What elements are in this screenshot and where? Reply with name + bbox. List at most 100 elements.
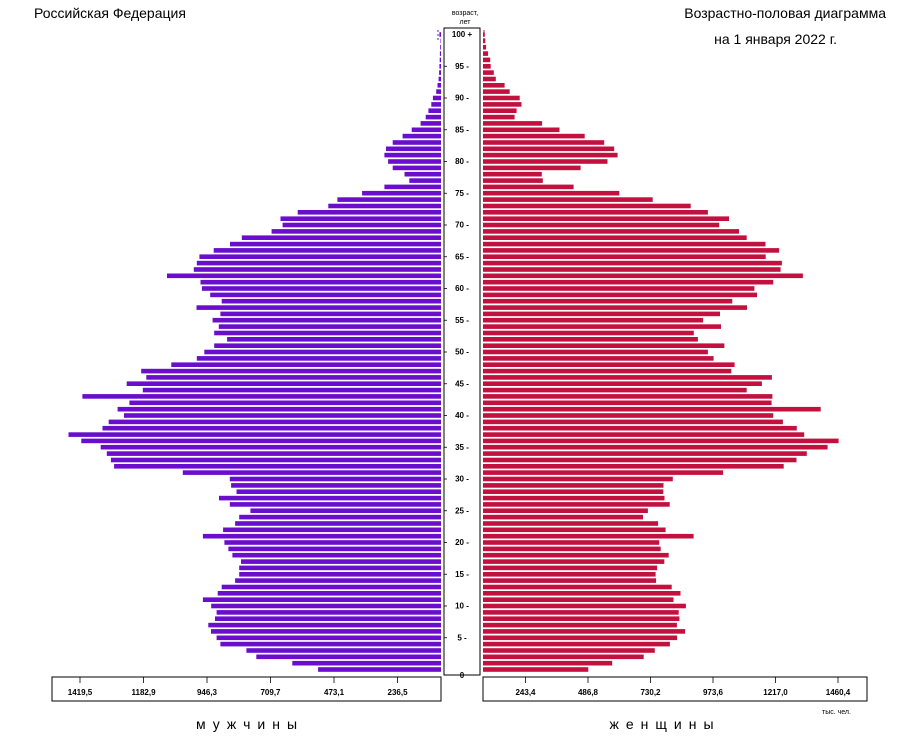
male-bar — [404, 171, 441, 177]
female-bar — [483, 171, 542, 177]
male-bar — [215, 616, 441, 621]
male-bar — [439, 57, 441, 63]
unit-label: тыс. чел. — [822, 709, 851, 716]
female-bar — [483, 317, 704, 323]
female-bar — [483, 457, 797, 463]
female-bar — [483, 337, 698, 342]
female-bar — [483, 508, 648, 513]
female-bar — [483, 273, 803, 279]
female-bar — [483, 210, 708, 215]
age-tick-label: 100 + — [452, 30, 473, 39]
age-tick-label: 80 - — [455, 157, 469, 166]
male-x-tick-label: 1182,9 — [131, 688, 156, 697]
male-bar — [271, 229, 441, 234]
male-bar — [388, 159, 441, 164]
age-tick-label: 50 - — [455, 348, 469, 357]
male-x-tick-label: 709,7 — [260, 688, 281, 697]
female-bar — [483, 584, 672, 590]
female-bar — [483, 425, 797, 431]
female-bar — [483, 51, 489, 56]
female-bar — [483, 610, 679, 615]
male-bar — [229, 502, 441, 507]
male-bar — [235, 578, 441, 583]
chart-frame — [443, 27, 481, 676]
female-bar — [483, 38, 486, 44]
male-bar — [100, 444, 441, 450]
female-bar — [483, 444, 828, 450]
female-bar — [483, 190, 620, 196]
male-bar — [196, 305, 441, 310]
male-bar — [216, 635, 441, 641]
male-bar — [201, 286, 441, 291]
female-bar — [483, 546, 661, 552]
male-bar — [129, 400, 441, 406]
female-bar — [483, 70, 494, 75]
male-bar — [217, 591, 441, 596]
female-bar — [483, 464, 784, 469]
female-bar — [483, 184, 574, 190]
female-bar — [483, 311, 720, 317]
female-label: женщины — [609, 716, 721, 732]
male-bar — [230, 241, 441, 247]
female-bar — [483, 95, 520, 101]
male-bar — [142, 387, 442, 393]
female-bar — [483, 229, 739, 234]
male-bar — [439, 32, 441, 37]
male-bar — [221, 584, 441, 590]
female-bar — [483, 432, 805, 437]
female-bar — [483, 254, 766, 259]
female-bar — [483, 140, 605, 145]
male-bar — [219, 495, 441, 501]
male-bar — [227, 337, 441, 342]
female-bar — [483, 362, 735, 367]
male-bar — [204, 349, 441, 355]
female-bar — [483, 406, 821, 412]
male-bar — [228, 546, 441, 552]
female-bar — [483, 572, 656, 577]
male-bar — [439, 70, 441, 75]
male-bars — [68, 30, 442, 672]
male-bar — [235, 521, 441, 526]
female-bar — [483, 241, 766, 247]
female-bar — [483, 476, 673, 482]
age-tick-label: 65 - — [455, 252, 469, 261]
female-bar — [483, 387, 747, 393]
male-x-tick-label: 473,1 — [324, 688, 345, 697]
male-bar — [420, 121, 441, 126]
age-tick-label: 90 - — [455, 94, 469, 103]
female-x-tick-label: 973,6 — [703, 688, 724, 697]
male-bar — [208, 622, 441, 628]
age-tick-label: 5 - — [457, 633, 467, 642]
male-bar — [282, 222, 441, 228]
age-tick-label: 40 - — [455, 411, 469, 420]
age-tick-label: 25 - — [455, 506, 469, 515]
female-bar — [483, 64, 491, 69]
female-bar — [483, 603, 686, 609]
female-bar — [483, 292, 757, 298]
female-bar — [483, 203, 691, 209]
male-bar — [68, 432, 441, 437]
x-axis: 1419,5 1182,9 946,3 709,7 473,1 236,5 243,4 486… — [51, 676, 868, 702]
male-bar — [146, 375, 442, 380]
chart-title-line2: на 1 января 2022 г. — [714, 31, 837, 47]
female-bar — [483, 102, 522, 107]
male-bar — [239, 514, 441, 520]
female-bar — [483, 578, 657, 583]
male-bar — [386, 146, 441, 152]
male-bar — [384, 152, 441, 158]
female-bar — [483, 133, 585, 139]
female-bar — [483, 178, 543, 183]
female-bar — [483, 470, 724, 475]
male-bar — [171, 362, 442, 367]
male-bar — [425, 114, 441, 120]
male-bar — [102, 425, 441, 431]
male-bar — [193, 267, 441, 272]
female-bar — [483, 413, 774, 418]
male-bar — [182, 470, 442, 475]
female-bar — [483, 616, 680, 621]
female-bar — [483, 635, 678, 641]
male-bar — [239, 565, 441, 571]
age-tick-label: 60 - — [455, 284, 469, 293]
female-bar — [483, 83, 505, 88]
